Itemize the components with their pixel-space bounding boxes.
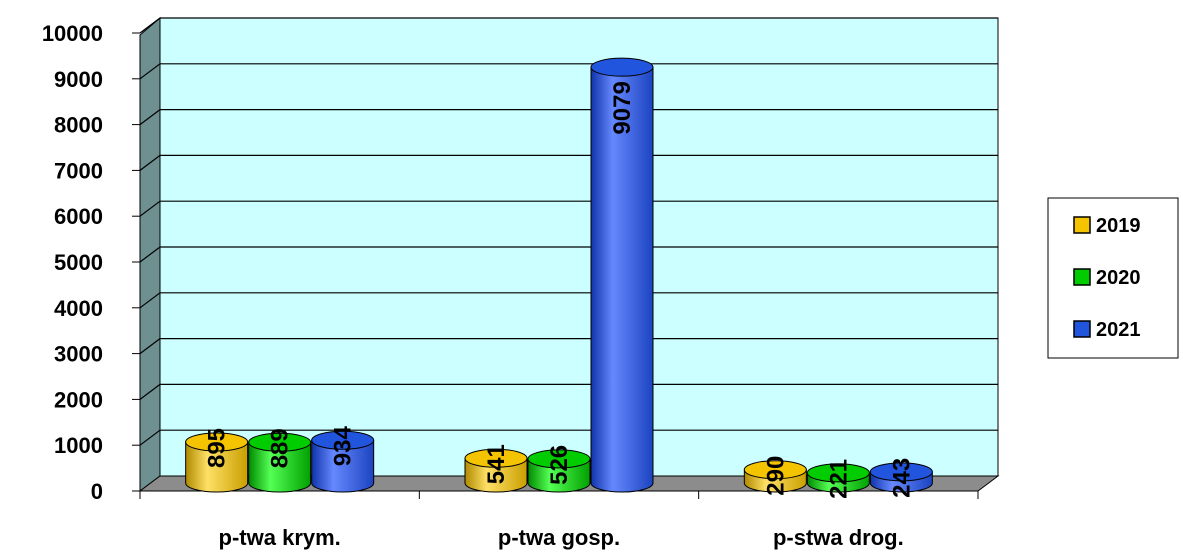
y-axis: 0 1000 2000 3000 4000 5000 6000 7000 8000 9000 100… <box>42 21 141 504</box>
legend-label: 2019 <box>1096 215 1141 237</box>
bar-2019-1 <box>464 457 528 493</box>
bar-2019-0 <box>185 441 249 493</box>
bar-2021-0 <box>311 439 375 493</box>
y-tick-label: 3000 <box>54 342 103 367</box>
data-label: 290 <box>762 456 789 496</box>
bar-2021-1 <box>590 66 654 493</box>
legend-label: 2021 <box>1096 319 1141 341</box>
bar-2020-0 <box>248 441 312 493</box>
y-tick-label: 7000 <box>54 158 103 183</box>
gridline-side <box>139 200 161 217</box>
legend-box <box>1047 197 1179 359</box>
gridline-side <box>139 154 161 171</box>
legend: 2019 2020 2021 <box>1047 197 1179 359</box>
y-tick-label: 6000 <box>54 204 103 229</box>
bar-top-2019-1 <box>464 448 528 468</box>
bar-top-2020-0 <box>248 432 312 452</box>
bar-top-2021-2 <box>869 462 933 482</box>
bar-top-2021-0 <box>311 430 375 450</box>
data-label: 541 <box>483 444 510 484</box>
x-tick-label: p-twa gosp. <box>498 525 620 550</box>
gridline-side <box>139 63 161 80</box>
gridline-side <box>139 338 161 355</box>
bar-top-2019-2 <box>743 460 807 480</box>
gridline-side <box>139 109 161 126</box>
data-label: 9079 <box>609 81 636 134</box>
y-tick-label: 0 <box>91 479 103 504</box>
y-tick-label: 1000 <box>54 433 103 458</box>
y-tick-label: 4000 <box>54 296 103 321</box>
x-tick-label: p-twa krym. <box>219 525 341 550</box>
bar-top-2021-1 <box>590 57 654 77</box>
data-label: 526 <box>546 445 573 485</box>
data-labels: 895 889 934 541 526 9079 290 221 243 <box>204 81 916 499</box>
legend-swatch <box>1073 320 1091 338</box>
bar-top-2020-2 <box>806 463 870 483</box>
data-label: 243 <box>888 458 915 498</box>
plot-walls <box>138 16 1000 492</box>
x-tick-label: p-stwa drog. <box>773 525 904 550</box>
legend-swatch <box>1073 268 1091 286</box>
legend-label: 2020 <box>1096 267 1141 289</box>
data-label: 889 <box>267 428 294 468</box>
data-label: 934 <box>330 426 357 467</box>
y-tick-label: 8000 <box>54 113 103 138</box>
gridline-side <box>139 429 161 446</box>
y-tick-label: 10000 <box>42 21 103 46</box>
y-tick-label: 5000 <box>54 250 103 275</box>
data-label: 221 <box>825 459 852 499</box>
bar-top-2019-0 <box>185 432 249 452</box>
gridline-side <box>139 246 161 263</box>
bars <box>185 57 933 493</box>
y-tick-label: 9000 <box>54 67 103 92</box>
legend-swatch <box>1073 216 1091 234</box>
gridline-side <box>139 17 161 34</box>
gridline-side <box>139 383 161 400</box>
data-label: 895 <box>204 428 231 468</box>
gridline-side <box>139 292 161 309</box>
x-axis: p-twa krym. p-twa gosp. p-stwa drog. <box>139 491 979 550</box>
bar-top-2020-1 <box>527 449 591 469</box>
gridlines <box>139 17 998 446</box>
y-tick-label: 2000 <box>54 387 103 412</box>
